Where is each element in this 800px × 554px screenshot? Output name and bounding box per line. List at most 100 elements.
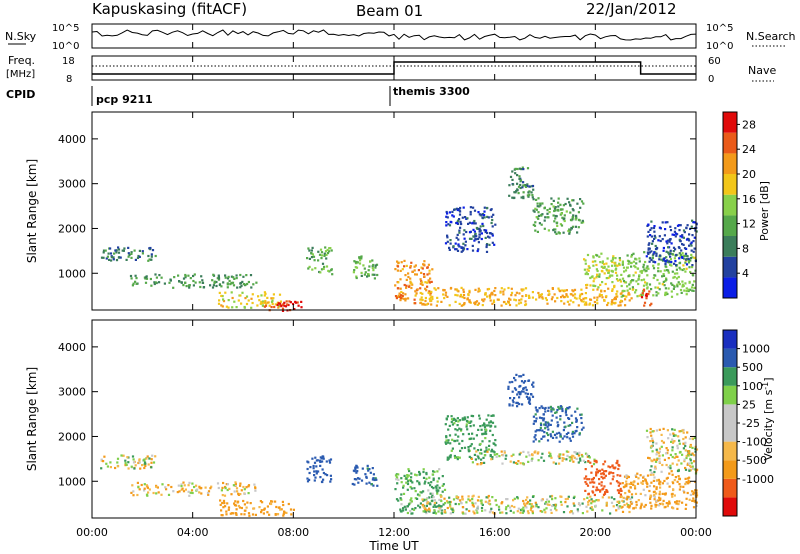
heatmap-cell xyxy=(693,454,696,457)
heatmap-cell xyxy=(684,436,687,439)
heatmap-cell xyxy=(666,452,669,455)
heatmap-cell xyxy=(272,293,275,296)
heatmap-cell xyxy=(572,199,575,202)
heatmap-cell xyxy=(628,504,632,507)
heatmap-cell xyxy=(540,223,543,226)
heatmap-cell xyxy=(433,501,436,505)
heatmap-cell xyxy=(217,278,221,281)
heatmap-cell xyxy=(442,503,445,506)
heatmap-cell xyxy=(509,509,512,512)
heatmap-cell xyxy=(170,485,173,489)
heatmap-cell xyxy=(652,490,655,494)
heatmap-cell xyxy=(173,276,176,279)
heatmap-cell xyxy=(519,451,522,454)
heatmap-cell xyxy=(397,261,400,265)
heatmap-cell xyxy=(124,464,127,467)
heatmap-cell xyxy=(320,480,324,483)
heatmap-cell xyxy=(567,407,570,410)
heatmap-cell xyxy=(408,469,411,473)
heatmap-cell xyxy=(593,277,596,280)
heatmap-cell xyxy=(418,506,422,509)
heatmap-cell xyxy=(681,280,684,283)
heatmap-cell xyxy=(246,501,249,504)
heatmap-cell xyxy=(678,261,682,264)
heatmap-cell xyxy=(679,240,682,243)
heatmap-cell xyxy=(253,483,256,486)
heatmap-cell xyxy=(607,271,610,274)
heatmap-cell xyxy=(684,252,688,255)
heatmap-cell xyxy=(634,291,637,294)
heatmap-cell xyxy=(508,403,511,406)
heatmap-cell xyxy=(469,206,472,209)
heatmap-cell xyxy=(312,255,316,258)
heatmap-cell xyxy=(667,253,671,256)
heatmap-cell xyxy=(449,505,452,508)
heatmap-cell xyxy=(495,503,498,507)
heatmap-cell xyxy=(490,448,494,451)
heatmap-cell xyxy=(596,296,599,299)
heatmap-cell xyxy=(593,458,596,461)
heatmap-cell xyxy=(414,490,417,493)
heatmap-cell xyxy=(524,300,527,303)
heatmap-cell xyxy=(485,496,488,499)
heatmap-cell xyxy=(550,203,553,206)
colorbar-tick-label: -100 xyxy=(742,436,767,449)
heatmap-cell xyxy=(534,221,537,224)
heatmap-cell xyxy=(637,477,640,480)
heatmap-cell xyxy=(550,410,553,413)
heatmap-cell xyxy=(593,500,596,503)
heatmap-cell xyxy=(634,487,637,490)
heatmap-cell xyxy=(254,513,257,516)
heatmap-cell xyxy=(397,478,400,481)
heatmap-cell xyxy=(549,495,552,498)
heatmap-cell xyxy=(534,501,537,504)
heatmap-cell xyxy=(655,479,659,482)
heatmap-cell xyxy=(617,304,620,307)
heatmap-cell xyxy=(503,450,506,453)
heatmap-cell xyxy=(230,493,233,496)
heatmap-cell xyxy=(473,453,476,456)
heatmap-cell xyxy=(483,229,486,232)
heatmap-cell xyxy=(407,468,410,471)
heatmap-cell xyxy=(646,485,649,488)
heatmap-cell xyxy=(605,470,608,473)
heatmap-cell xyxy=(474,232,477,235)
heatmap-cell xyxy=(689,459,692,462)
heatmap-cell xyxy=(460,250,463,253)
heatmap-cell xyxy=(600,265,603,268)
heatmap-cell xyxy=(414,497,417,500)
heatmap-cell xyxy=(672,250,675,253)
heatmap-cell xyxy=(289,508,293,511)
velocity-heatmap xyxy=(100,373,699,517)
heatmap-cell xyxy=(554,228,557,231)
heatmap-cell xyxy=(107,252,110,255)
heatmap-cell xyxy=(627,489,630,492)
heatmap-cell xyxy=(549,452,552,455)
heatmap-cell xyxy=(617,491,621,494)
heatmap-cell xyxy=(621,277,625,280)
heatmap-cell xyxy=(245,274,248,277)
heatmap-cell xyxy=(200,275,203,278)
heatmap-cell xyxy=(518,375,521,378)
heatmap-cell xyxy=(517,460,520,463)
heatmap-cell xyxy=(150,458,153,461)
heatmap-cell xyxy=(560,296,563,299)
heatmap-cell xyxy=(191,482,194,485)
heatmap-cell xyxy=(280,305,283,308)
heatmap-cell xyxy=(585,482,588,485)
heatmap-cell xyxy=(655,294,658,297)
heatmap-cell xyxy=(425,498,428,501)
noise-left-tick-low: 10^0 xyxy=(52,41,79,52)
heatmap-cell xyxy=(524,504,527,507)
heatmap-cell xyxy=(239,294,242,297)
heatmap-cell xyxy=(120,454,123,457)
heatmap-cell xyxy=(471,461,474,464)
heatmap-cell xyxy=(638,260,641,263)
heatmap-cell xyxy=(516,393,519,396)
heatmap-cell xyxy=(354,467,357,470)
heatmap-cell xyxy=(625,477,629,480)
heatmap-cell xyxy=(541,429,544,432)
heatmap-cell xyxy=(691,452,694,455)
heatmap-cell xyxy=(615,504,619,507)
heatmap-cell xyxy=(416,288,419,291)
